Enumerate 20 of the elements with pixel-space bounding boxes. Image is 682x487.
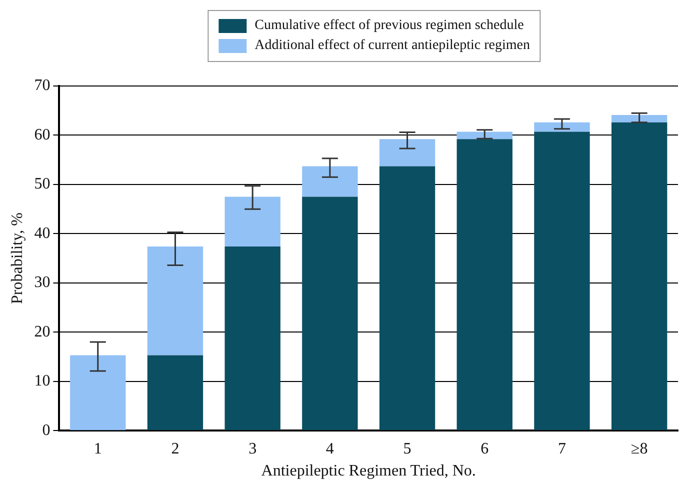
- y-tick-label: 10: [34, 372, 50, 390]
- x-tick-label: 3: [248, 440, 257, 458]
- y-tick-label: 60: [34, 126, 50, 144]
- x-tick-label: 7: [558, 440, 566, 458]
- y-axis-title: Probability, %: [8, 212, 26, 304]
- x-tick-label: 1: [94, 440, 102, 458]
- y-tick-label: 30: [34, 274, 50, 292]
- y-tick-label: 20: [34, 323, 50, 340]
- x-tick-label: 2: [171, 440, 180, 458]
- y-tick-label: 0: [42, 422, 50, 439]
- x-tick-label: 4: [326, 440, 334, 458]
- y-tick-label: 50: [34, 176, 50, 193]
- x-tick-label: ≥8: [630, 440, 648, 458]
- x-tick-label: 6: [480, 440, 489, 458]
- legend-label: Additional effect of current antiepileptic regimen: [254, 37, 530, 55]
- y-tick-label: 40: [34, 224, 50, 242]
- x-tick-label: 5: [403, 440, 412, 458]
- x-axis-title: Antiepileptic Regimen Tried, No.: [261, 462, 476, 480]
- y-tick-label: 70: [34, 77, 50, 94]
- legend-label: Cumulative effect of previous regimen schedule: [254, 17, 524, 35]
